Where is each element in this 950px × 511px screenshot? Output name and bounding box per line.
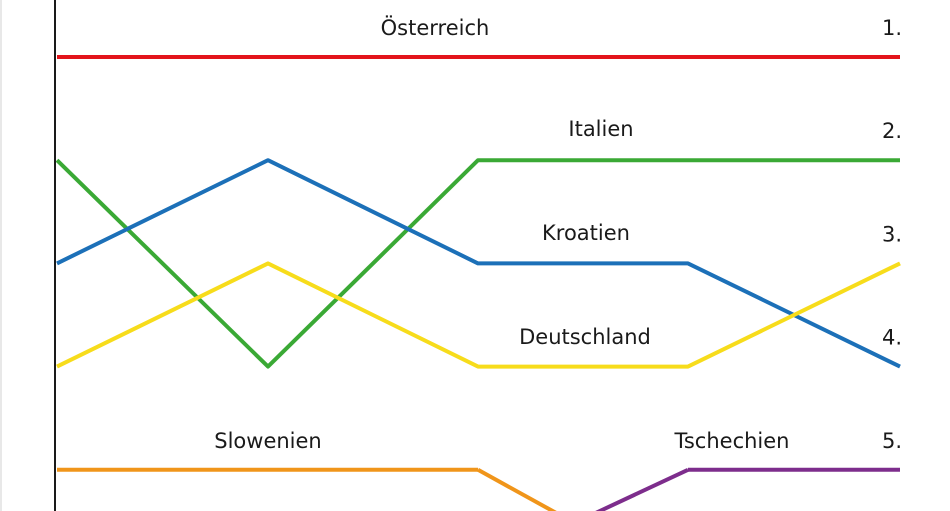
series-line-deutschland bbox=[56, 261, 901, 369]
series-label-italien: Italien bbox=[568, 117, 633, 141]
series-line-kroatien bbox=[56, 158, 901, 369]
rank-label-1: 1. bbox=[882, 16, 902, 40]
rank-labels: 1. 2. 3. 4. 5. bbox=[882, 16, 902, 453]
series-line-tschechien-entry bbox=[595, 467, 689, 511]
series-label-tschechien: Tschechien bbox=[674, 429, 790, 453]
series-labels: Österreich Italien Kroatien Deutschland Slow… bbox=[214, 15, 789, 453]
series-lines bbox=[55, 55, 901, 511]
rank-label-3: 3. bbox=[882, 222, 902, 246]
rank-label-4: 4. bbox=[882, 326, 902, 350]
series-label-slowenien: Slowenien bbox=[214, 429, 321, 453]
rank-label-5: 5. bbox=[882, 429, 902, 453]
series-line-slowenien-exit bbox=[477, 468, 557, 511]
series-label-osterreich: Österreich bbox=[381, 15, 490, 40]
left-frame-edge bbox=[0, 0, 2, 511]
rank-label-2: 2. bbox=[882, 119, 902, 143]
series-label-deutschland: Deutschland bbox=[519, 325, 651, 349]
series-label-kroatien: Kroatien bbox=[542, 221, 630, 245]
